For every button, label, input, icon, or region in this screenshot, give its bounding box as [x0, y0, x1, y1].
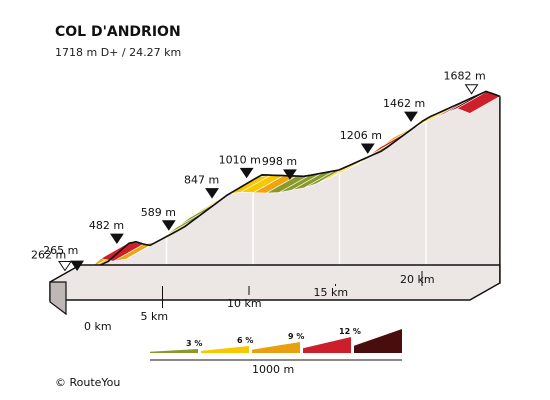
- copyright-text: © RouteYou: [55, 376, 120, 389]
- legend-swatch: [354, 329, 402, 353]
- chart-subtitle: 1718 m D+ / 24.27 km: [55, 46, 181, 59]
- x-tick-label: 10 km: [227, 297, 262, 310]
- legend-swatch: [303, 337, 351, 353]
- peak-marker: [404, 111, 418, 123]
- peak-label: 482 m: [89, 219, 124, 232]
- legend-swatch: [201, 346, 249, 353]
- profile-top-surface: [49, 90, 501, 286]
- peak-label: 1462 m: [383, 97, 425, 110]
- peak-marker: [205, 188, 219, 199]
- legend-label: 3 %: [186, 339, 202, 348]
- x-tick-label: 5 km: [141, 310, 169, 323]
- legend-scale-label: 1000 m: [252, 363, 294, 376]
- peak-label: 1206 m: [340, 129, 382, 142]
- x-tick-label: 20 km: [400, 273, 435, 286]
- peak-marker: [282, 169, 297, 180]
- peak-label: 1010 m: [219, 153, 261, 166]
- chart-title: COL D'ANDRION: [55, 24, 181, 40]
- peak-label: 262 m: [31, 249, 66, 262]
- legend-swatch: [252, 342, 300, 353]
- legend-swatch: [150, 349, 198, 353]
- peak-marker: [360, 143, 375, 154]
- peak-marker: [239, 167, 254, 179]
- x-axis-ticks: 0 km 5 km 10 km 15 km 20 km: [84, 271, 435, 333]
- peak-label: 847 m: [184, 174, 219, 187]
- peak-label: 589 m: [141, 206, 176, 219]
- peak-marker: [161, 220, 176, 231]
- legend-label: 12 %: [339, 327, 361, 336]
- peak-marker: [70, 260, 85, 272]
- x-tick-label: 15 km: [314, 286, 349, 299]
- x-tick-label: 0 km: [84, 320, 112, 333]
- peak-marker: [464, 84, 479, 95]
- peak-label: 998 m: [262, 155, 297, 168]
- peak-marker: [58, 261, 72, 272]
- gradient-legend: 3 % 6 % 9 % 12 % 1000 m: [150, 327, 402, 376]
- base-left-face: [49, 281, 67, 316]
- legend-label: 6 %: [237, 336, 253, 345]
- peak-label: 1682 m: [444, 70, 486, 83]
- peak-marker: [109, 233, 124, 245]
- legend-label: 9 %: [288, 332, 304, 341]
- peak-label: 265 m: [43, 244, 78, 257]
